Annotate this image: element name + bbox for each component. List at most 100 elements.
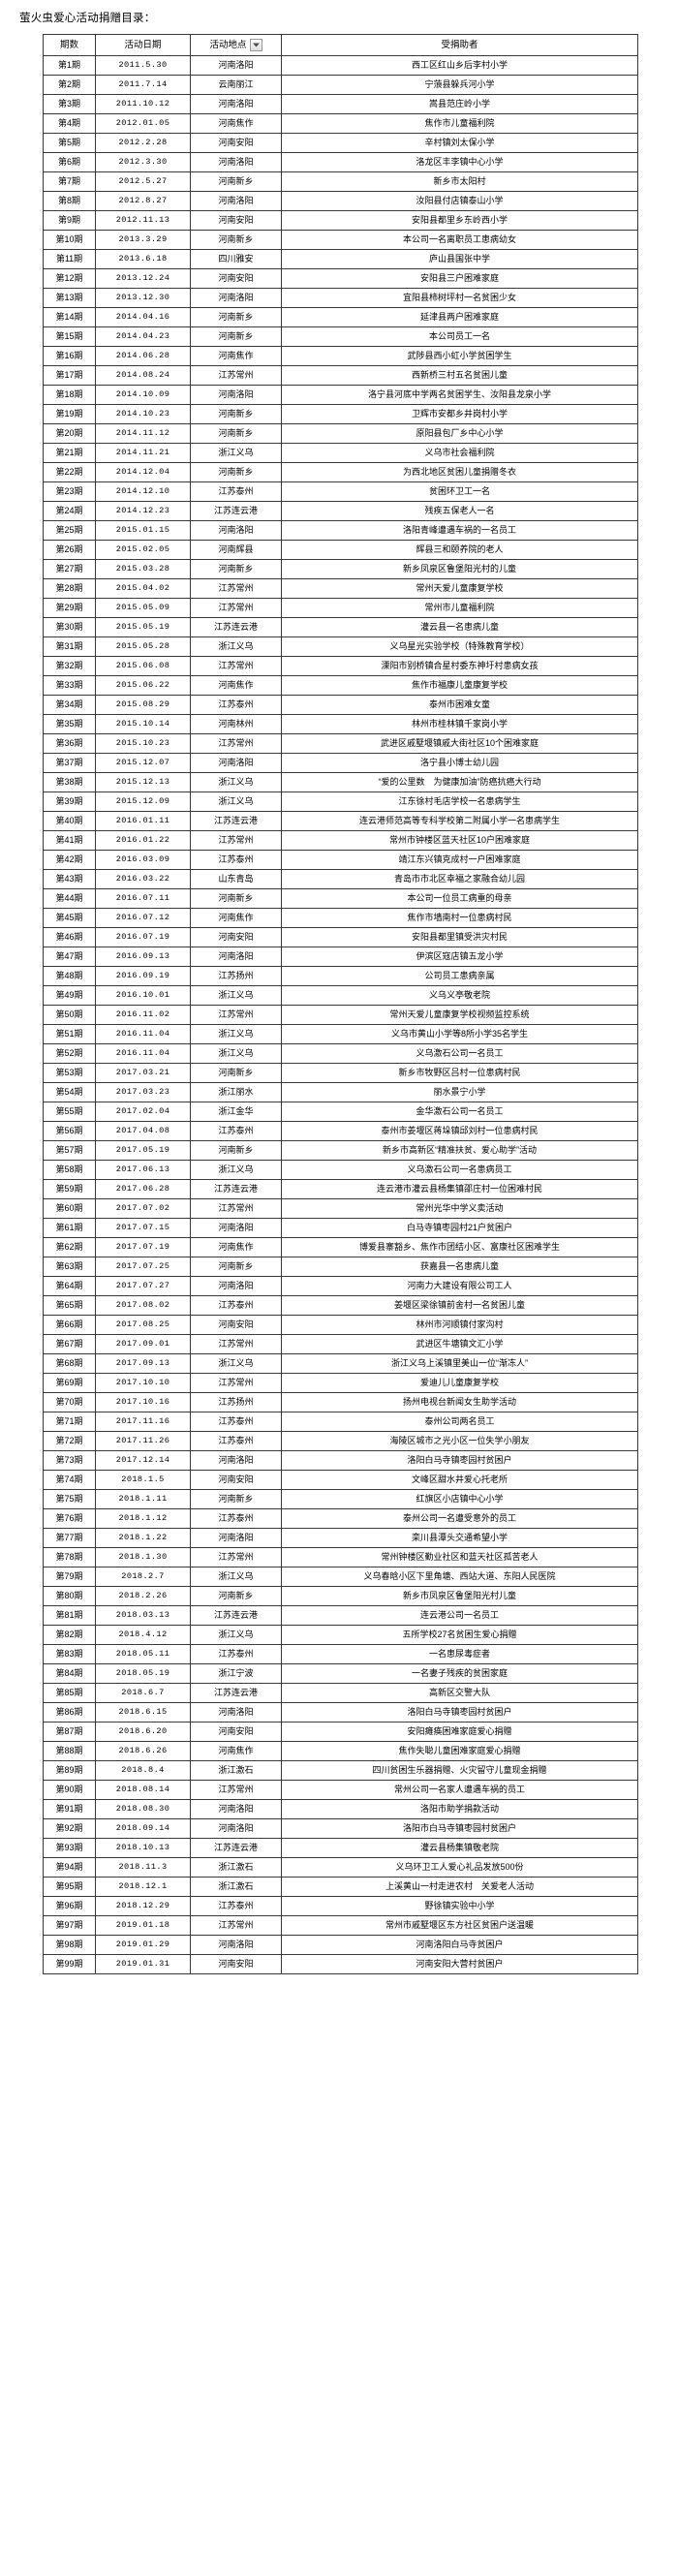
table-row[interactable]: 第95期 2018.12.1 浙江激石 上溪黄山一村走进农村 关爱老人活动	[43, 1877, 638, 1897]
table-row[interactable]: 第30期 2015.05.19 江苏连云港 灌云县一名患病儿童	[43, 617, 638, 637]
table-row[interactable]: 第33期 2015.06.22 河南焦作 焦作市福康儿童康复学校	[43, 675, 638, 696]
table-row[interactable]: 第80期 2018.2.26 河南新乡 新乡市凤泉区鲁堡阳光村儿童	[43, 1586, 638, 1606]
table-row[interactable]: 第27期 2015.03.28 河南新乡 新乡凤泉区鲁堡阳光村的儿童	[43, 559, 638, 579]
table-row[interactable]: 第49期 2016.10.01 浙江义乌 义乌义亭敬老院	[43, 985, 638, 1006]
table-row[interactable]: 第89期 2018.8.4 浙江激石 四川贫困生乐器捐赠、火灾留守儿童现金捐赠	[43, 1760, 638, 1781]
table-row[interactable]: 第79期 2018.2.7 浙江义乌 义乌春晗小区下里角塘、西站大道、东阳人民医院	[43, 1567, 638, 1587]
table-row[interactable]: 第10期 2013.3.29 河南新乡 本公司一名离职员工患病幼女	[43, 230, 638, 250]
table-row[interactable]: 第7期 2012.5.27 河南新乡 新乡市太阳村	[43, 171, 638, 192]
table-row[interactable]: 第78期 2018.1.30 江苏常州 常州钟楼区勤业社区和蓝天社区孤苦老人	[43, 1547, 638, 1567]
table-row[interactable]: 第36期 2015.10.23 江苏常州 武进区戚墅堰镇戚大街社区10个困难家庭	[43, 733, 638, 754]
column-header-beneficiary[interactable]: 受捐助者	[281, 34, 638, 56]
table-row[interactable]: 第40期 2016.01.11 江苏连云港 连云港师范高等专科学校第二附属小学一名患病…	[43, 811, 638, 831]
table-row[interactable]: 第19期 2014.10.23 河南新乡 卫辉市安都乡井岗村小学	[43, 404, 638, 424]
table-row[interactable]: 第62期 2017.07.19 河南焦作 博爱县寨豁乡、焦作市团结小区、富康社区困难学…	[43, 1237, 638, 1257]
table-row[interactable]: 第93期 2018.10.13 江苏连云港 灌云县杨集镇敬老院	[43, 1838, 638, 1858]
table-row[interactable]: 第77期 2018.1.22 河南洛阳 栾川县潭头交通希望小学	[43, 1528, 638, 1548]
table-row[interactable]: 第14期 2014.04.16 河南新乡 延津县两户困难家庭	[43, 307, 638, 327]
table-row[interactable]: 第28期 2015.04.02 江苏常州 常州天爱儿童康复学校	[43, 578, 638, 599]
table-row[interactable]: 第41期 2016.01.22 江苏常州 常州市钟楼区蓝天社区10户困难家庭	[43, 830, 638, 851]
table-row[interactable]: 第35期 2015.10.14 河南林州 林州市桂林镇千家岗小学	[43, 714, 638, 734]
table-row[interactable]: 第11期 2013.6.18 四川雅安 庐山县国张中学	[43, 249, 638, 269]
table-row[interactable]: 第42期 2016.03.09 江苏泰州 靖江东兴镇克成村一户困难家庭	[43, 850, 638, 870]
table-row[interactable]: 第48期 2016.09.19 江苏扬州 公司员工患病亲属	[43, 966, 638, 986]
table-row[interactable]: 第75期 2018.1.11 河南新乡 红旗区小店镇中心小学	[43, 1489, 638, 1509]
table-row[interactable]: 第1期 2011.5.30 河南洛阳 西工区红山乡后李村小学	[43, 55, 638, 76]
table-row[interactable]: 第92期 2018.09.14 河南洛阳 洛阳市白马寺镇枣园村贫困户	[43, 1818, 638, 1839]
table-row[interactable]: 第50期 2016.11.02 江苏常州 常州天爱儿童康复学校视频监控系统	[43, 1005, 638, 1025]
table-row[interactable]: 第84期 2018.05.19 浙江宁波 一名妻子残疾的贫困家庭	[43, 1663, 638, 1684]
table-row[interactable]: 第52期 2016.11.04 浙江义乌 义乌激石公司一名员工	[43, 1043, 638, 1064]
table-row[interactable]: 第51期 2016.11.04 浙江义乌 义乌市黄山小学等8所小学35名学生	[43, 1024, 638, 1044]
chevron-down-icon[interactable]	[249, 39, 262, 51]
table-row[interactable]: 第81期 2018.03.13 江苏连云港 连云港公司一名员工	[43, 1605, 638, 1626]
table-row[interactable]: 第38期 2015.12.13 浙江义乌 “爱的公里数 为健康加油”防癌抗癌大行动	[43, 772, 638, 792]
table-row[interactable]: 第13期 2013.12.30 河南洛阳 宜阳县柿树坪村一名贫困少女	[43, 288, 638, 308]
table-row[interactable]: 第83期 2018.05.11 江苏泰州 一名患尿毒症者	[43, 1644, 638, 1664]
table-row[interactable]: 第57期 2017.05.19 河南新乡 新乡市高新区“精准扶贫、爱心助学”活动	[43, 1140, 638, 1161]
table-row[interactable]: 第9期 2012.11.13 河南安阳 安阳县都里乡东岭西小学	[43, 210, 638, 231]
table-row[interactable]: 第70期 2017.10.16 江苏扬州 扬州电视台新闻女生助学活动	[43, 1392, 638, 1412]
table-row[interactable]: 第73期 2017.12.14 河南洛阳 洛阳白马寺镇枣园村贫困户	[43, 1450, 638, 1471]
table-row[interactable]: 第86期 2018.6.15 河南洛阳 洛阳白马寺镇枣园村贫困户	[43, 1702, 638, 1723]
table-row[interactable]: 第97期 2019.01.18 江苏常州 常州市戚墅堰区东方社区贫困户送温暖	[43, 1915, 638, 1936]
table-row[interactable]: 第99期 2019.01.31 河南安阳 河南安阳大营村贫困户	[43, 1954, 638, 1974]
table-row[interactable]: 第55期 2017.02.04 浙江金华 金华激石公司一名员工	[43, 1102, 638, 1122]
table-row[interactable]: 第61期 2017.07.15 河南洛阳 白马寺镇枣园村21户贫困户	[43, 1218, 638, 1238]
table-row[interactable]: 第64期 2017.07.27 河南洛阳 河南力大建设有限公司工人	[43, 1276, 638, 1296]
table-row[interactable]: 第98期 2019.01.29 河南洛阳 河南洛阳白马寺贫困户	[43, 1935, 638, 1955]
table-row[interactable]: 第37期 2015.12.07 河南洛阳 洛宁县小博士幼儿园	[43, 753, 638, 773]
table-row[interactable]: 第12期 2013.12.24 河南安阳 安阳县三户困难家庭	[43, 268, 638, 289]
table-row[interactable]: 第43期 2016.03.22 山东青岛 青岛市市北区幸福之家融合幼儿园	[43, 869, 638, 889]
table-row[interactable]: 第25期 2015.01.15 河南洛阳 洛阳青峰遭遇车祸的一名员工	[43, 520, 638, 541]
column-header-place[interactable]: 活动地点	[190, 34, 282, 56]
table-row[interactable]: 第44期 2016.07.11 河南新乡 本公司一位员工病重的母亲	[43, 888, 638, 909]
table-row[interactable]: 第26期 2015.02.05 河南辉县 辉县三和颐养院的老人	[43, 540, 638, 560]
table-row[interactable]: 第39期 2015.12.09 浙江义乌 江东徐村毛店学校一名患病学生	[43, 791, 638, 812]
table-row[interactable]: 第63期 2017.07.25 河南新乡 获嘉县一名患病儿童	[43, 1257, 638, 1277]
table-row[interactable]: 第16期 2014.06.28 河南焦作 武陟县西小虹小学贫困学生	[43, 346, 638, 366]
table-row[interactable]: 第90期 2018.08.14 江苏常州 常州公司一名家人遭遇车祸的员工	[43, 1780, 638, 1800]
table-row[interactable]: 第82期 2018.4.12 浙江义乌 五所学校27名贫困生爱心捐赠	[43, 1625, 638, 1645]
table-row[interactable]: 第96期 2018.12.29 江苏泰州 野徐镇实验中小学	[43, 1896, 638, 1916]
table-row[interactable]: 第4期 2012.01.05 河南焦作 焦作市儿童福利院	[43, 113, 638, 134]
table-row[interactable]: 第31期 2015.05.28 浙江义乌 义乌星光实验学校（特殊教育学校）	[43, 636, 638, 657]
table-row[interactable]: 第6期 2012.3.30 河南洛阳 洛龙区丰李镇中心小学	[43, 152, 638, 172]
table-row[interactable]: 第59期 2017.06.28 江苏连云港 连云港市灌云县杨集镇邵庄村一位困难村民	[43, 1179, 638, 1199]
table-row[interactable]: 第58期 2017.06.13 浙江义乌 义乌激石公司一名患病员工	[43, 1160, 638, 1180]
table-row[interactable]: 第85期 2018.6.7 江苏连云港 高新区交警大队	[43, 1683, 638, 1703]
table-row[interactable]: 第53期 2017.03.21 河南新乡 新乡市牧野区吕村一位患病村民	[43, 1063, 638, 1083]
table-row[interactable]: 第69期 2017.10.10 江苏常州 爱迪儿儿童康复学校	[43, 1373, 638, 1393]
table-row[interactable]: 第87期 2018.6.20 河南安阳 安阳瘫痪困难家庭爱心捐赠	[43, 1722, 638, 1742]
table-row[interactable]: 第8期 2012.8.27 河南洛阳 汝阳县付店镇泰山小学	[43, 191, 638, 211]
table-row[interactable]: 第76期 2018.1.12 江苏泰州 泰州公司一名遭受意外的员工	[43, 1508, 638, 1529]
table-row[interactable]: 第32期 2015.06.08 江苏常州 溧阳市别桥镇合星村委东神圩村患病女孩	[43, 656, 638, 676]
table-row[interactable]: 第47期 2016.09.13 河南洛阳 伊滨区寇店镇五龙小学	[43, 947, 638, 967]
table-row[interactable]: 第46期 2016.07.19 河南安阳 安阳县都里镇受洪灾村民	[43, 927, 638, 947]
table-row[interactable]: 第2期 2011.7.14 云南丽江 宁蒗县躲兵河小学	[43, 75, 638, 95]
table-row[interactable]: 第56期 2017.04.08 江苏泰州 泰州市姜堰区蒋垛镇邱刘村一位患病村民	[43, 1121, 638, 1141]
table-row[interactable]: 第45期 2016.07.12 河南焦作 焦作市墙南村一位患病村民	[43, 908, 638, 928]
table-row[interactable]: 第29期 2015.05.09 江苏常州 常州市儿童福利院	[43, 598, 638, 618]
table-row[interactable]: 第54期 2017.03.23 浙江丽水 丽水景宁小学	[43, 1082, 638, 1102]
table-row[interactable]: 第3期 2011.10.12 河南洛阳 嵩县范庄岭小学	[43, 94, 638, 114]
table-row[interactable]: 第18期 2014.10.09 河南洛阳 洛宁县河底中学两名贫困学生、汝阳县龙泉小学	[43, 385, 638, 405]
table-row[interactable]: 第23期 2014.12.10 江苏泰州 贫困环卫工一名	[43, 481, 638, 502]
table-row[interactable]: 第60期 2017.07.02 江苏常州 常州光华中学义卖活动	[43, 1198, 638, 1219]
table-row[interactable]: 第71期 2017.11.16 江苏泰州 泰州公司两名员工	[43, 1412, 638, 1432]
table-row[interactable]: 第66期 2017.08.25 河南安阳 林州市河顺镇付家沟村	[43, 1315, 638, 1335]
table-row[interactable]: 第24期 2014.12.23 江苏连云港 残疾五保老人一名	[43, 501, 638, 521]
table-row[interactable]: 第20期 2014.11.12 河南新乡 原阳县包厂乡中心小学	[43, 423, 638, 444]
table-row[interactable]: 第15期 2014.04.23 河南新乡 本公司员工一名	[43, 326, 638, 347]
column-header-period[interactable]: 期数	[43, 34, 96, 56]
table-row[interactable]: 第22期 2014.12.04 河南新乡 为西北地区贫困儿童捐赠冬衣	[43, 462, 638, 482]
table-row[interactable]: 第65期 2017.08.02 江苏泰州 姜堰区梁徐镇前舍村一名贫困儿童	[43, 1295, 638, 1316]
table-row[interactable]: 第34期 2015.08.29 江苏泰州 泰州市困难女童	[43, 695, 638, 715]
table-row[interactable]: 第67期 2017.09.01 江苏常州 武进区牛塘镇文汇小学	[43, 1334, 638, 1354]
table-row[interactable]: 第91期 2018.08.30 河南洛阳 洛阳市助学捐款活动	[43, 1799, 638, 1819]
table-row[interactable]: 第5期 2012.2.28 河南安阳 辛村镇刘太保小学	[43, 133, 638, 153]
table-row[interactable]: 第88期 2018.6.26 河南焦作 焦作失聪儿童困难家庭爱心捐赠	[43, 1741, 638, 1761]
table-row[interactable]: 第21期 2014.11.21 浙江义乌 义乌市社会福利院	[43, 443, 638, 463]
table-row[interactable]: 第74期 2018.1.5 河南安阳 文峰区甜水井爱心托老所	[43, 1470, 638, 1490]
table-row[interactable]: 第72期 2017.11.26 江苏泰州 海陵区城市之光小区一位失学小朋友	[43, 1431, 638, 1451]
